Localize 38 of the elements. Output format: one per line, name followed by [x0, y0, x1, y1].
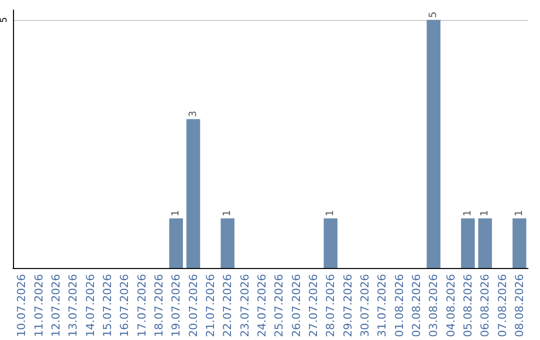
data-label: 1	[325, 210, 336, 216]
x-tick-label: 25.07.2026	[272, 274, 286, 338]
x-tick-label: 11.07.2026	[32, 274, 46, 338]
x-tick-label: 31.07.2026	[376, 274, 389, 338]
x-tick-label: 24.07.2026	[255, 274, 268, 338]
data-label: 1	[462, 210, 474, 216]
x-tick-label: 27.07.2026	[306, 274, 320, 338]
x-tick-label: 14.07.2026	[84, 274, 97, 338]
x-tick-label: 30.07.2026	[358, 274, 372, 338]
x-tick-label: 10.07.2026	[15, 274, 28, 338]
data-label: 1	[170, 210, 182, 216]
x-tick-label: 16.07.2026	[118, 274, 132, 338]
x-tick-label: 06.08.2026	[478, 274, 492, 338]
x-tick-label: 13.07.2026	[66, 274, 80, 338]
data-label: 1	[514, 210, 525, 216]
x-tick-label: 18.07.2026	[152, 274, 166, 338]
x-tick-label: 26.07.2026	[290, 274, 303, 338]
x-tick-label: 02.08.2026	[410, 274, 423, 338]
x-tick-label: 01.08.2026	[392, 274, 406, 338]
x-tick-label: 17.07.2026	[135, 274, 148, 338]
x-tick-label: 03.08.2026	[427, 274, 440, 338]
x-tick-label: 04.08.2026	[444, 274, 458, 338]
data-label: 1	[222, 210, 234, 216]
x-tick-label: 15.07.2026	[100, 274, 114, 338]
data-label: 5	[428, 12, 440, 18]
data-label: 3	[188, 110, 199, 118]
x-tick-label: 23.07.2026	[238, 274, 252, 338]
x-tick-label: 21.07.2026	[204, 274, 217, 338]
x-tick-label: 08.08.2026	[512, 274, 526, 338]
data-label: 1	[480, 210, 491, 216]
x-tick-label: 12.07.2026	[49, 274, 62, 338]
x-tick-label: 07.08.2026	[496, 274, 509, 338]
x-tick-label: 05.08.2026	[461, 274, 474, 338]
x-tick-label: 19.07.2026	[170, 274, 183, 338]
x-tick-label: 20.07.2026	[186, 274, 200, 338]
x-tick-label: 28.07.2026	[324, 274, 338, 338]
x-tick-label: 29.07.2026	[341, 274, 354, 338]
x-tick-label: 22.07.2026	[221, 274, 234, 338]
